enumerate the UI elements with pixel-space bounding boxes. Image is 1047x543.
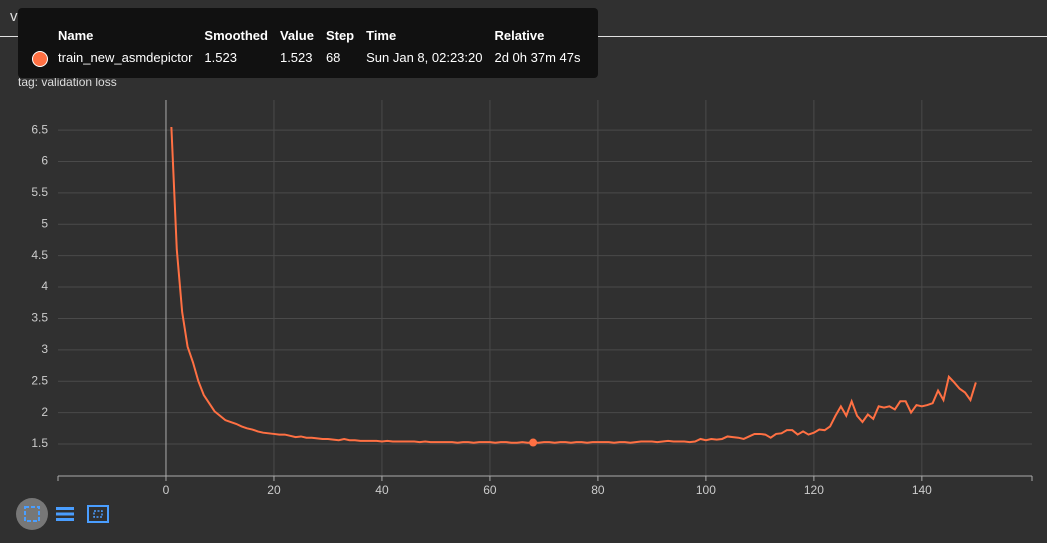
y-tick-label: 4.5 [31, 248, 48, 262]
column-header: Smoothed [204, 28, 268, 43]
fit-button[interactable] [16, 498, 48, 530]
icon [24, 506, 40, 522]
x-tick-label: 60 [483, 483, 497, 497]
y-tick-label: 4 [41, 279, 48, 293]
column-header: Step [325, 28, 355, 43]
tooltip-header: Name Smoothed Value Step Time Relative [58, 26, 593, 47]
icon [87, 505, 109, 523]
x-tick-label: 80 [591, 483, 605, 497]
hover-point [529, 438, 538, 447]
y-tick-label: 6.5 [31, 122, 48, 136]
y-tick-label: 3 [41, 342, 48, 356]
cell-smoothed: 1.523 [204, 50, 237, 65]
legend-button[interactable] [54, 498, 76, 530]
series-dot [32, 51, 48, 67]
column-header: Time [366, 28, 397, 43]
x-tick-label: 120 [804, 483, 824, 497]
column-header: Relative [494, 28, 545, 43]
y-tick-label: 2.5 [31, 373, 48, 387]
x-tick-label: 100 [696, 483, 716, 497]
y-tick-label: 6 [41, 154, 48, 168]
y-tick-label: 5.5 [31, 185, 48, 199]
cell-relative: 2d 0h 37m 47s [494, 50, 581, 65]
cell-name: train_new_asmdepictor [58, 50, 193, 65]
cell-time: Sun Jan 8, 02:23:20 [366, 50, 483, 65]
x-tick-label: 0 [163, 483, 170, 497]
y-tick-label: 1.5 [31, 436, 48, 450]
y-tick-label: 3.5 [31, 311, 48, 325]
cell-value: 1.523 [279, 50, 313, 65]
tooltip-table: Name Smoothed Value Step Time Relative train_… [58, 26, 593, 65]
y-tick-label: 2 [41, 405, 48, 419]
cell-step: 68 [325, 50, 341, 65]
toolbar [16, 498, 114, 530]
column-header: Value [279, 28, 314, 43]
tooltip: Name Smoothed Value Step Time Relative train_… [18, 8, 598, 78]
chart-subtitle: tag: validation loss [18, 75, 117, 89]
tooltip-row: train_new_asmdepictor 1.523 1.523 68 Sun Jan… [58, 47, 593, 65]
column-header: Name [58, 28, 94, 43]
icon [56, 507, 74, 521]
x-tick-label: 20 [267, 483, 281, 497]
y-tick-label: 5 [41, 216, 48, 230]
x-tick-label: 140 [912, 483, 932, 497]
series-line [170, 126, 977, 444]
expand-button[interactable] [82, 498, 114, 530]
x-tick-label: 40 [375, 483, 389, 497]
